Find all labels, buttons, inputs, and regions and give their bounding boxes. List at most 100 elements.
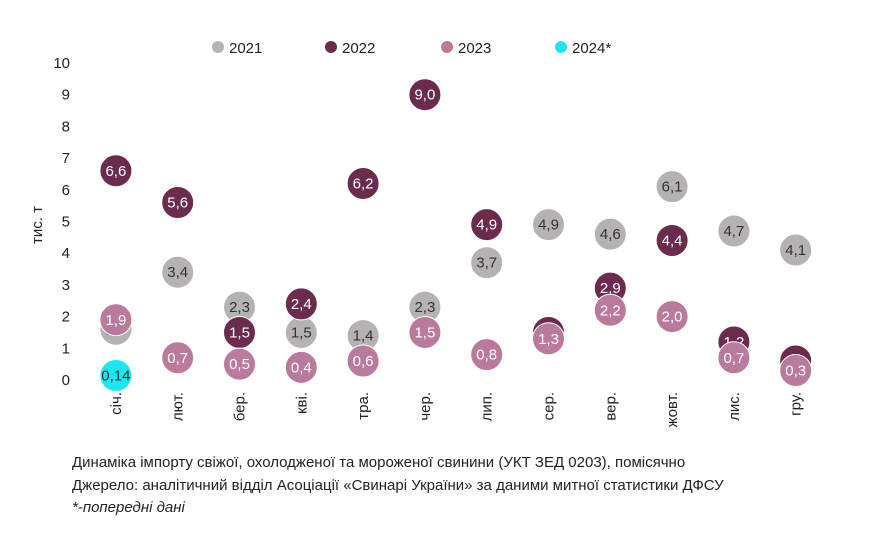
data-point [284,287,318,321]
data-label: 0,3 [785,362,806,379]
data-point [408,78,442,112]
data-point [655,300,689,334]
y-tick-label: 3 [62,277,70,294]
data-label: 1,5 [291,324,312,341]
data-label: 2,3 [229,299,250,316]
data-point [593,217,627,251]
legend-marker [325,41,337,53]
data-label: 1,9 [105,312,126,329]
x-tick-label: чер. [417,392,434,421]
data-label: 6,1 [662,179,683,196]
data-point [717,214,751,248]
legend: 2021 2022 2023 2024* [212,40,611,57]
data-label: 0,7 [723,350,744,367]
data-point [161,255,195,289]
data-point [470,246,504,280]
data-label: 2,0 [662,309,683,326]
y-axis-ticks: 0 1 2 3 4 5 6 7 8 9 10 [53,55,70,389]
data-point [346,166,380,200]
y-tick-label: 0 [62,372,70,389]
data-label: 3,7 [476,255,497,272]
data-label: 1,3 [538,331,559,348]
data-point [161,341,195,375]
caption-title: Динаміка імпорту свіжої, охолодженої та … [72,454,686,471]
data-point [655,224,689,258]
x-tick-label: тра. [355,392,372,420]
y-tick-label: 6 [62,182,70,199]
data-label: 1,4 [353,328,374,345]
x-tick-label: жовт. [664,392,681,427]
y-tick-label: 9 [62,87,70,104]
x-tick-label: гру. [788,392,805,416]
data-point [593,293,627,327]
data-points: 1,63,42,31,51,42,33,74,94,66,14,74,16,65… [99,78,813,393]
data-label: 4,1 [785,242,806,259]
y-tick-label: 8 [62,118,70,135]
data-label: 0,4 [291,359,312,376]
data-point [346,344,380,378]
data-label: 9,0 [414,87,435,104]
data-label: 0,5 [229,356,250,373]
data-point [470,338,504,372]
data-label: 2,3 [414,299,435,316]
chart: 2021 2022 2023 2024* тис. т 0 1 2 3 4 5 6 7 8 9 10 сі… [29,40,813,427]
legend-marker [441,41,453,53]
data-label: 4,9 [476,217,497,234]
y-tick-label: 4 [62,245,70,262]
y-tick-label: 10 [53,55,70,72]
data-point [408,315,442,349]
data-label: 4,6 [600,226,621,243]
data-label: 6,2 [353,175,374,192]
data-point [99,359,133,393]
data-label: 2,9 [600,280,621,297]
legend-label: 2021 [229,40,262,57]
y-tick-label: 7 [62,150,70,167]
x-tick-label: січ. [108,392,125,415]
caption-note: *-попередні дані [72,499,185,516]
legend-label: 2023 [458,40,491,57]
y-tick-label: 1 [62,340,70,357]
data-label: 0,8 [476,347,497,364]
data-label: 4,4 [662,233,683,250]
data-label: 0,6 [353,353,374,370]
x-tick-label: лис. [726,392,743,421]
data-point [470,208,504,242]
data-point [223,347,256,381]
legend-label: 2024* [572,40,611,57]
y-tick-label: 2 [62,309,70,326]
data-label: 0,14 [101,368,130,385]
y-tick-label: 5 [62,214,70,231]
caption-source: Джерело: аналітичний відділ Асоціації «С… [72,477,724,494]
data-point [284,350,318,384]
data-label: 4,7 [723,223,744,240]
x-tick-label: лют. [170,392,187,421]
data-label: 2,4 [291,296,312,313]
data-label: 3,4 [167,264,188,281]
data-point [717,341,751,375]
data-point [779,353,813,387]
legend-marker [212,41,224,53]
x-tick-label: бер. [232,392,249,421]
data-point [779,233,813,267]
data-point [532,322,565,356]
data-label: 1,5 [414,324,435,341]
legend-label: 2022 [342,40,375,57]
x-tick-label: сер. [541,392,558,420]
x-tick-label: кві. [293,392,310,414]
data-label: 4,9 [538,217,559,234]
data-point [655,170,689,204]
y-axis-label: тис. т [29,206,46,244]
data-point [99,154,133,188]
data-label: 0,7 [167,350,188,367]
data-point [532,208,565,242]
data-label: 2,2 [600,302,621,319]
data-label: 1,5 [229,324,250,341]
legend-marker [555,41,567,53]
x-tick-label: вер. [602,392,619,421]
x-tick-label: лип. [479,392,496,421]
x-axis-ticks: січ. лют. бер. кві. тра. чер. лип. сер. вер. жовт… [108,392,805,427]
data-label: 5,6 [167,194,188,211]
data-point [99,303,133,337]
data-point [161,185,195,219]
data-label: 6,6 [105,163,126,180]
